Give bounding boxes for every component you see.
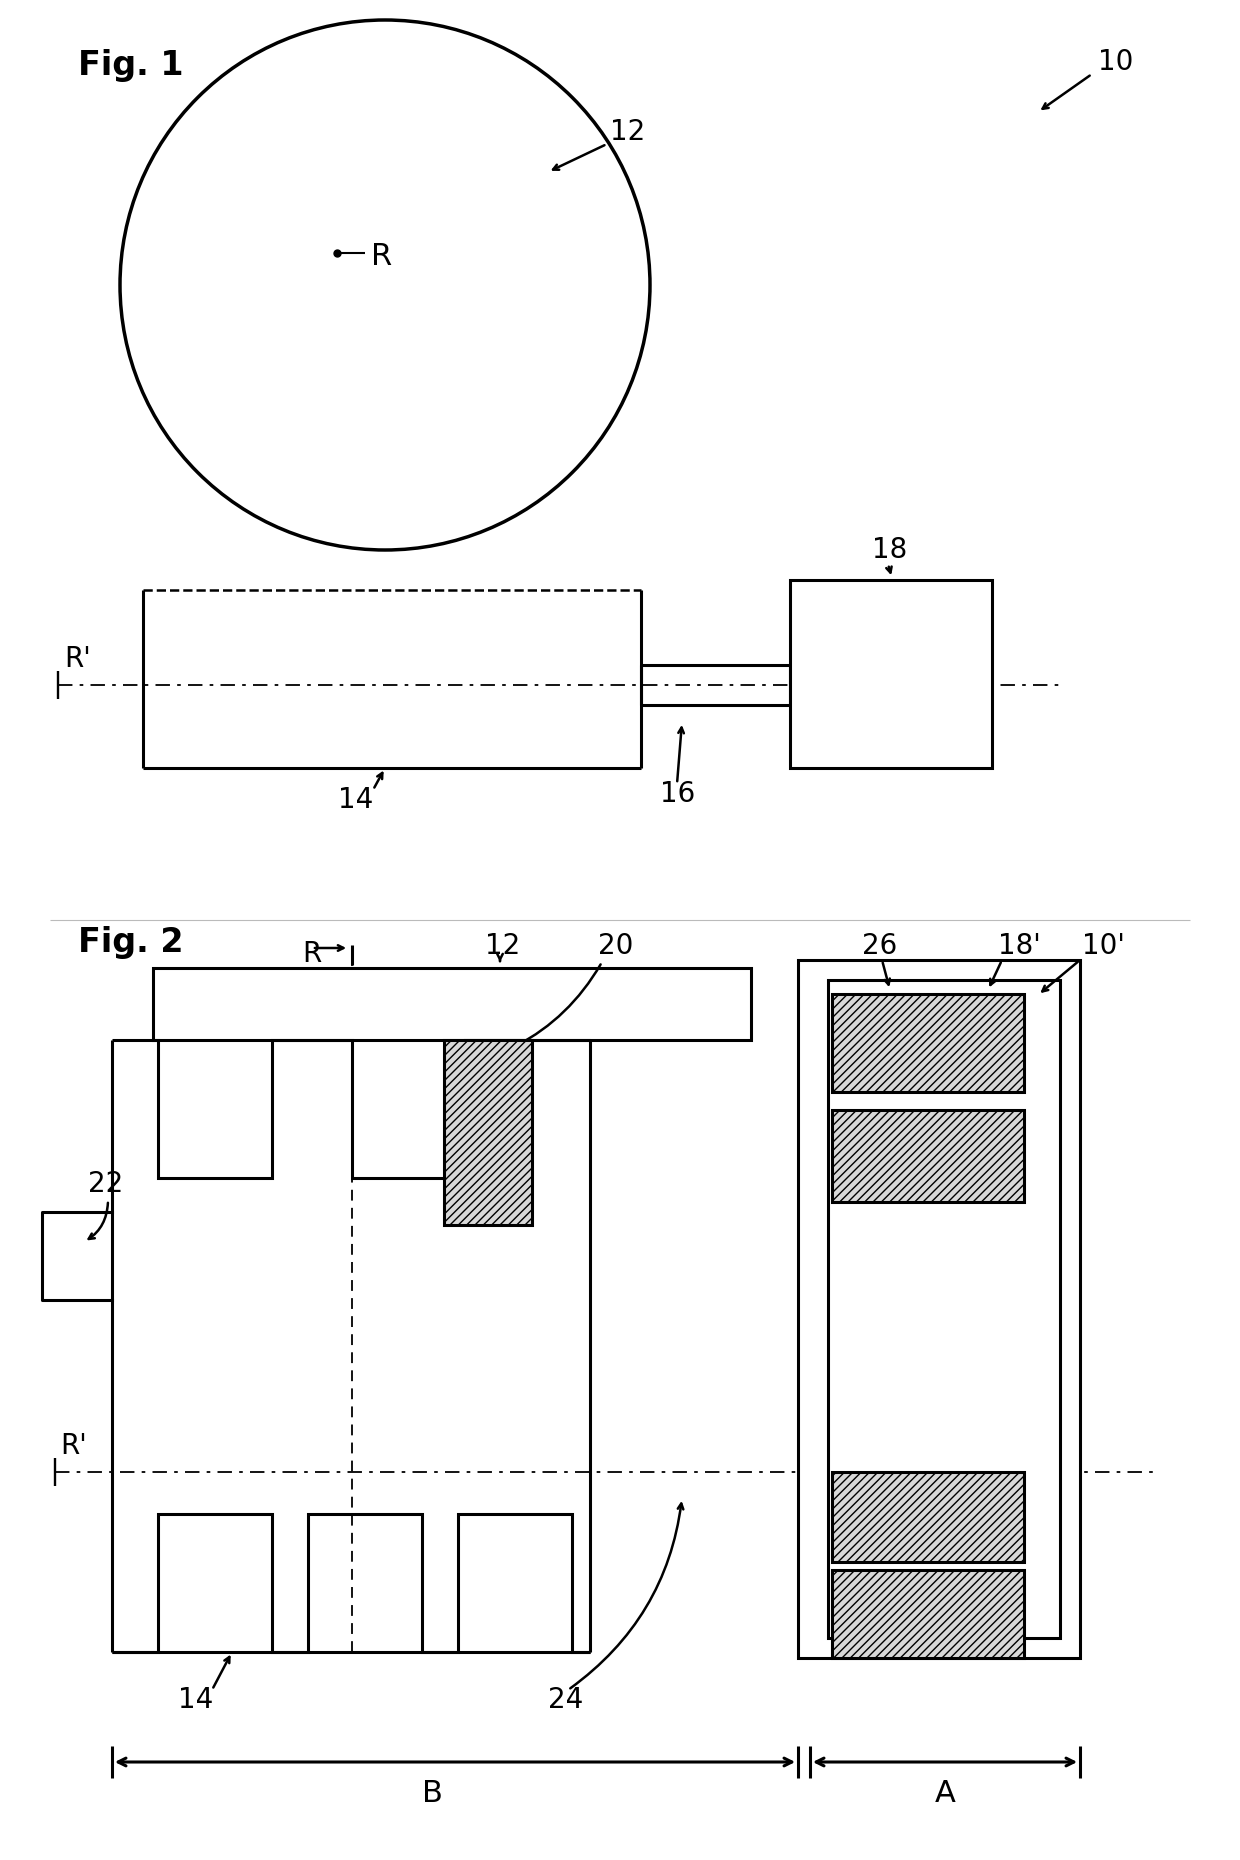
Bar [799, 960, 1080, 1657]
Bar [444, 1040, 532, 1226]
Bar [790, 580, 992, 768]
Bar [832, 1110, 1024, 1202]
Text: 22: 22 [88, 1170, 123, 1198]
Text: 12: 12 [485, 932, 521, 960]
Text: Fig. 1: Fig. 1 [78, 48, 184, 82]
Text: R': R' [64, 645, 91, 673]
Text: R: R [303, 939, 321, 967]
Text: A: A [935, 1778, 956, 1808]
Text: 20: 20 [598, 932, 634, 960]
Bar [832, 1471, 1024, 1562]
Bar [832, 993, 1024, 1092]
Text: 24: 24 [548, 1685, 583, 1715]
Bar [153, 967, 751, 1040]
Text: B: B [422, 1778, 443, 1808]
Text: 18: 18 [872, 536, 908, 564]
Text: Fig. 2: Fig. 2 [78, 926, 184, 960]
Text: 12: 12 [610, 117, 645, 145]
Bar [832, 1570, 1024, 1657]
Text: R: R [371, 242, 392, 272]
Text: R': R' [60, 1432, 87, 1460]
Text: 10': 10' [1083, 932, 1125, 960]
Text: 16: 16 [660, 779, 696, 807]
Text: 14: 14 [339, 787, 373, 815]
Bar [828, 980, 1060, 1639]
Text: 10: 10 [1097, 48, 1133, 76]
Text: 26: 26 [862, 932, 898, 960]
Text: 14: 14 [179, 1685, 213, 1715]
Text: 18': 18' [998, 932, 1040, 960]
